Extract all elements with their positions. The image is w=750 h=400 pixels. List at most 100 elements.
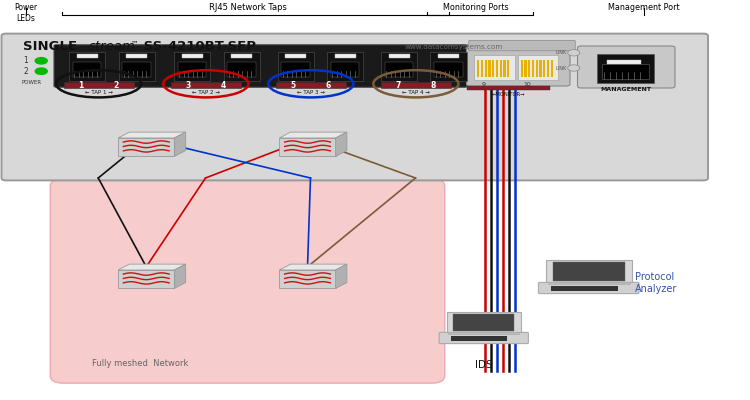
FancyBboxPatch shape [227,62,256,77]
FancyBboxPatch shape [518,55,558,80]
FancyBboxPatch shape [503,60,506,77]
FancyBboxPatch shape [430,52,466,81]
Text: 9: 9 [482,82,486,87]
Text: 2: 2 [23,67,28,76]
Text: 1: 1 [79,80,84,90]
Text: Protocol
Analyzer: Protocol Analyzer [635,272,678,294]
FancyBboxPatch shape [331,62,359,77]
FancyBboxPatch shape [122,62,151,77]
FancyBboxPatch shape [73,62,101,77]
FancyBboxPatch shape [388,54,410,58]
FancyBboxPatch shape [182,54,203,58]
Circle shape [35,58,47,64]
FancyBboxPatch shape [492,60,494,77]
FancyBboxPatch shape [448,332,519,334]
FancyBboxPatch shape [496,60,498,77]
Polygon shape [279,138,335,156]
Text: LINK: LINK [555,50,567,55]
Circle shape [568,65,580,71]
Text: Management Port: Management Port [608,3,680,12]
FancyBboxPatch shape [467,86,550,90]
Text: 8: 8 [430,80,436,90]
FancyBboxPatch shape [481,60,483,77]
FancyBboxPatch shape [440,332,528,344]
FancyBboxPatch shape [438,54,459,58]
FancyBboxPatch shape [548,282,630,284]
FancyBboxPatch shape [76,54,98,58]
FancyBboxPatch shape [578,46,675,88]
Polygon shape [118,264,186,270]
FancyBboxPatch shape [550,60,553,77]
Text: Fully meshed  Network: Fully meshed Network [92,359,189,368]
Text: ← TAP 3 →: ← TAP 3 → [297,90,325,94]
FancyBboxPatch shape [532,60,534,77]
FancyBboxPatch shape [602,64,649,79]
Polygon shape [335,132,346,156]
Polygon shape [118,138,174,156]
FancyBboxPatch shape [327,52,363,81]
Text: www.datacomsystems.com: www.datacomsystems.com [405,44,503,50]
Polygon shape [118,132,186,138]
FancyBboxPatch shape [171,82,241,88]
FancyBboxPatch shape [543,60,545,77]
Text: ™: ™ [130,40,138,49]
FancyBboxPatch shape [453,314,514,331]
Polygon shape [174,264,186,288]
FancyBboxPatch shape [597,54,654,83]
FancyBboxPatch shape [174,52,210,81]
FancyBboxPatch shape [538,282,639,294]
FancyBboxPatch shape [474,55,514,80]
FancyBboxPatch shape [452,336,507,341]
FancyBboxPatch shape [281,62,310,77]
FancyBboxPatch shape [607,60,641,64]
FancyBboxPatch shape [334,54,356,58]
FancyBboxPatch shape [126,54,147,58]
FancyBboxPatch shape [547,60,549,77]
FancyBboxPatch shape [528,60,530,77]
Text: RJ45 Network Taps: RJ45 Network Taps [209,3,286,12]
FancyBboxPatch shape [484,60,487,77]
Polygon shape [335,264,346,288]
FancyBboxPatch shape [477,60,479,77]
Text: POWER: POWER [21,80,41,84]
Text: LINK: LINK [555,66,567,70]
FancyBboxPatch shape [2,34,708,180]
FancyBboxPatch shape [539,60,542,77]
Text: IDS: IDS [475,360,493,370]
Circle shape [568,50,580,56]
Circle shape [35,68,47,74]
FancyBboxPatch shape [466,46,570,86]
FancyBboxPatch shape [469,40,575,51]
Text: ←MONITOR→: ←MONITOR→ [492,92,525,97]
Text: ← TAP 2 →: ← TAP 2 → [192,90,220,94]
FancyBboxPatch shape [447,312,520,334]
Polygon shape [174,132,186,156]
FancyBboxPatch shape [231,54,252,58]
Polygon shape [279,132,346,138]
Text: 2: 2 [113,80,118,90]
Polygon shape [118,270,174,288]
FancyBboxPatch shape [69,52,105,81]
FancyBboxPatch shape [507,60,509,77]
Text: 6: 6 [326,80,331,90]
FancyBboxPatch shape [524,60,526,77]
Text: 7: 7 [396,80,401,90]
Text: Monitoring Ports: Monitoring Ports [442,3,509,12]
Text: ← TAP 4 →: ← TAP 4 → [402,90,430,94]
FancyBboxPatch shape [381,52,417,81]
Text: stream: stream [88,40,135,53]
FancyBboxPatch shape [118,52,154,81]
FancyBboxPatch shape [64,82,134,88]
FancyBboxPatch shape [285,54,306,58]
FancyBboxPatch shape [434,62,463,77]
Text: 3: 3 [186,80,191,90]
FancyBboxPatch shape [50,179,445,383]
Text: 5: 5 [291,80,296,90]
FancyBboxPatch shape [546,260,632,284]
Text: SINGLE: SINGLE [22,40,76,53]
FancyBboxPatch shape [550,286,618,291]
Polygon shape [279,270,335,288]
Text: Power
LEDs: Power LEDs [14,3,37,22]
FancyBboxPatch shape [500,60,502,77]
Text: MANAGEMENT: MANAGEMENT [601,87,652,92]
